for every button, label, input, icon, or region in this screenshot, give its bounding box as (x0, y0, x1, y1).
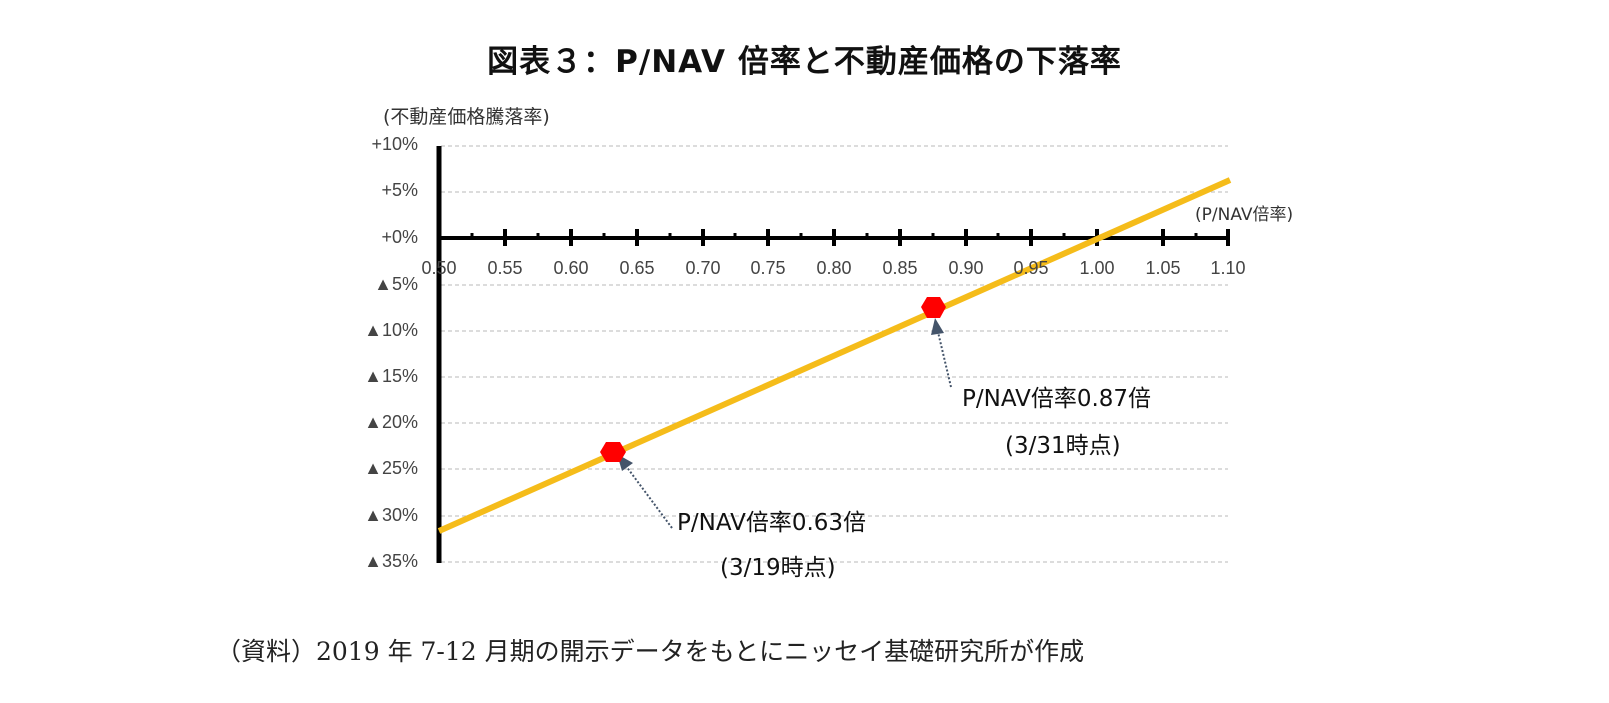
annotation-label-087: P/NAV倍率0.87倍 (962, 386, 1152, 412)
x-tick-label: 0.50 (421, 258, 457, 278)
y-tick-label: ▲5% (374, 274, 418, 294)
y-tick-label: +5% (381, 180, 418, 200)
gridlines (441, 145, 1228, 563)
x-tick-label: 0.55 (487, 258, 523, 278)
chart-title: 図表３：P/NAV 倍率と不動産価格の下落率 (487, 44, 1122, 80)
x-tick-label: 0.70 (685, 258, 721, 278)
annotation-arrow-063 (617, 454, 673, 529)
y-tick-label: +10% (371, 134, 418, 154)
x-tick-label: 1.05 (1145, 258, 1181, 278)
x-minor-ticks (470, 233, 1198, 238)
x-tick-label: 0.65 (619, 258, 655, 278)
y-tick-label: ▲20% (364, 412, 418, 432)
annotation-arrow-087 (931, 318, 952, 388)
annotation-label-063: P/NAV倍率0.63倍 (677, 510, 867, 536)
x-tick-label: 1.10 (1210, 258, 1246, 278)
y-tick-label: ▲25% (364, 458, 418, 478)
x-tick-label: 0.90 (948, 258, 984, 278)
x-tick-label: 0.85 (882, 258, 918, 278)
y-tick-label: ▲10% (364, 320, 418, 340)
y-tick-label: +0% (381, 227, 418, 247)
x-major-ticks (503, 229, 1230, 246)
x-tick-label: 0.75 (750, 258, 786, 278)
annotation-date-087: (3/31時点) (1005, 433, 1121, 459)
y-axis-title: (不動産価格騰落率) (383, 106, 550, 128)
x-axis-title: (P/NAV倍率) (1195, 205, 1294, 225)
y-tick-label: ▲30% (364, 505, 418, 525)
source-note: （資料）2019 年 7-12 月期の開示データをもとにニッセイ基礎研究所が作成 (216, 637, 1085, 666)
x-tick-label: 0.95 (1013, 258, 1049, 278)
x-tick-label: 0.80 (816, 258, 852, 278)
annotation-date-063: (3/19時点) (720, 555, 836, 581)
regression-line (437, 177, 1232, 534)
y-tick-label: ▲15% (364, 366, 418, 386)
point-marker-087 (921, 297, 946, 318)
point-marker-063 (600, 442, 626, 462)
y-tick-label: ▲35% (364, 551, 418, 571)
x-tick-label: 1.00 (1079, 258, 1115, 278)
x-tick-label: 0.60 (553, 258, 589, 278)
